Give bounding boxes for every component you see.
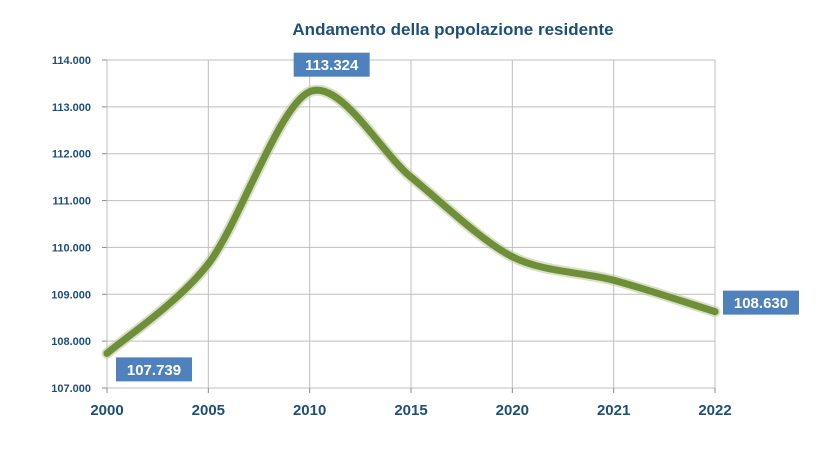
y-tick-label: 109.000 [51,289,91,301]
y-axis-tick-labels: 107.000 108.000 109.000 110.000 111.000 112.0… [51,55,91,395]
y-tick-label: 113.000 [52,102,91,114]
x-axis-tick-labels: 2000 2005 2010 2015 2020 2021 2022 [90,402,731,419]
x-tick-label: 2020 [496,402,529,419]
y-tick-label: 112.000 [52,149,91,161]
data-point [407,173,415,181]
y-tick-label: 110.000 [52,242,91,254]
x-tick-label: 2022 [698,402,731,419]
y-tick-label: 107.000 [51,383,91,395]
x-tick-label: 2000 [90,402,123,419]
data-label: 113.324 [305,57,359,74]
data-label-box [293,52,370,77]
data-point [204,260,212,268]
chart-title: Andamento della popolazione residente [292,20,613,39]
data-label: 107.739 [127,362,181,379]
y-tick-label: 108.000 [51,336,91,348]
data-label-box [723,290,799,315]
x-tick-label: 2005 [192,402,225,419]
data-point [103,349,111,357]
x-tick-label: 2010 [293,402,326,419]
series-layer [101,84,721,359]
data-label: 108.630 [734,295,788,312]
data-point [508,253,516,261]
y-tick-label: 114.000 [52,55,91,67]
data-labels-layer: 107.739 113.324 108.630 [116,52,799,382]
data-point [610,276,618,284]
y-tick-label: 111.000 [52,196,91,208]
x-tick-label: 2021 [597,402,630,419]
gridlines [102,59,716,393]
data-point [711,308,719,316]
data-label-box [116,357,192,382]
data-point [306,88,314,96]
x-tick-label: 2015 [394,402,427,419]
